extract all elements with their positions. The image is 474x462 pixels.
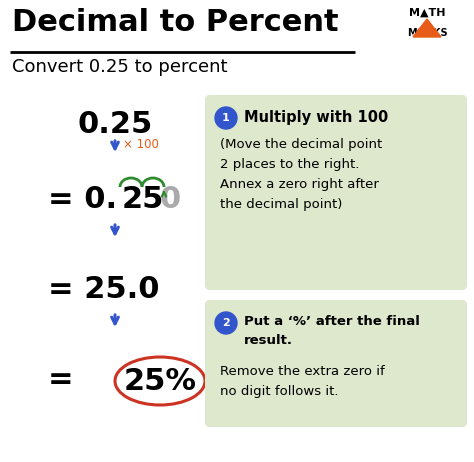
Text: Decimal to Percent: Decimal to Percent	[12, 8, 338, 37]
Text: 1: 1	[222, 113, 230, 123]
Circle shape	[215, 312, 237, 334]
Text: 25%: 25%	[124, 366, 197, 395]
Text: (Move the decimal point
2 places to the right.
Annex a zero right after
the deci: (Move the decimal point 2 places to the …	[220, 138, 382, 211]
Text: Put a ‘%’ after the final
result.: Put a ‘%’ after the final result.	[244, 315, 420, 347]
Polygon shape	[413, 19, 441, 37]
Text: M▲TH: M▲TH	[409, 8, 445, 18]
Text: Remove the extra zero if
no digit follows it.: Remove the extra zero if no digit follow…	[220, 365, 385, 398]
Text: Multiply with 100: Multiply with 100	[244, 110, 388, 125]
Text: = 0.: = 0.	[48, 185, 117, 214]
Text: 0.25: 0.25	[77, 110, 153, 139]
Circle shape	[215, 107, 237, 129]
Text: MONKS: MONKS	[407, 28, 447, 38]
Text: 2: 2	[222, 318, 230, 328]
Text: = 25.0: = 25.0	[48, 275, 159, 304]
Text: 0: 0	[160, 185, 181, 214]
Text: =: =	[48, 365, 73, 394]
Text: 25: 25	[122, 185, 164, 214]
FancyBboxPatch shape	[205, 300, 467, 427]
FancyBboxPatch shape	[205, 95, 467, 290]
Text: × 100: × 100	[123, 139, 159, 152]
Text: Convert 0.25 to percent: Convert 0.25 to percent	[12, 58, 228, 76]
